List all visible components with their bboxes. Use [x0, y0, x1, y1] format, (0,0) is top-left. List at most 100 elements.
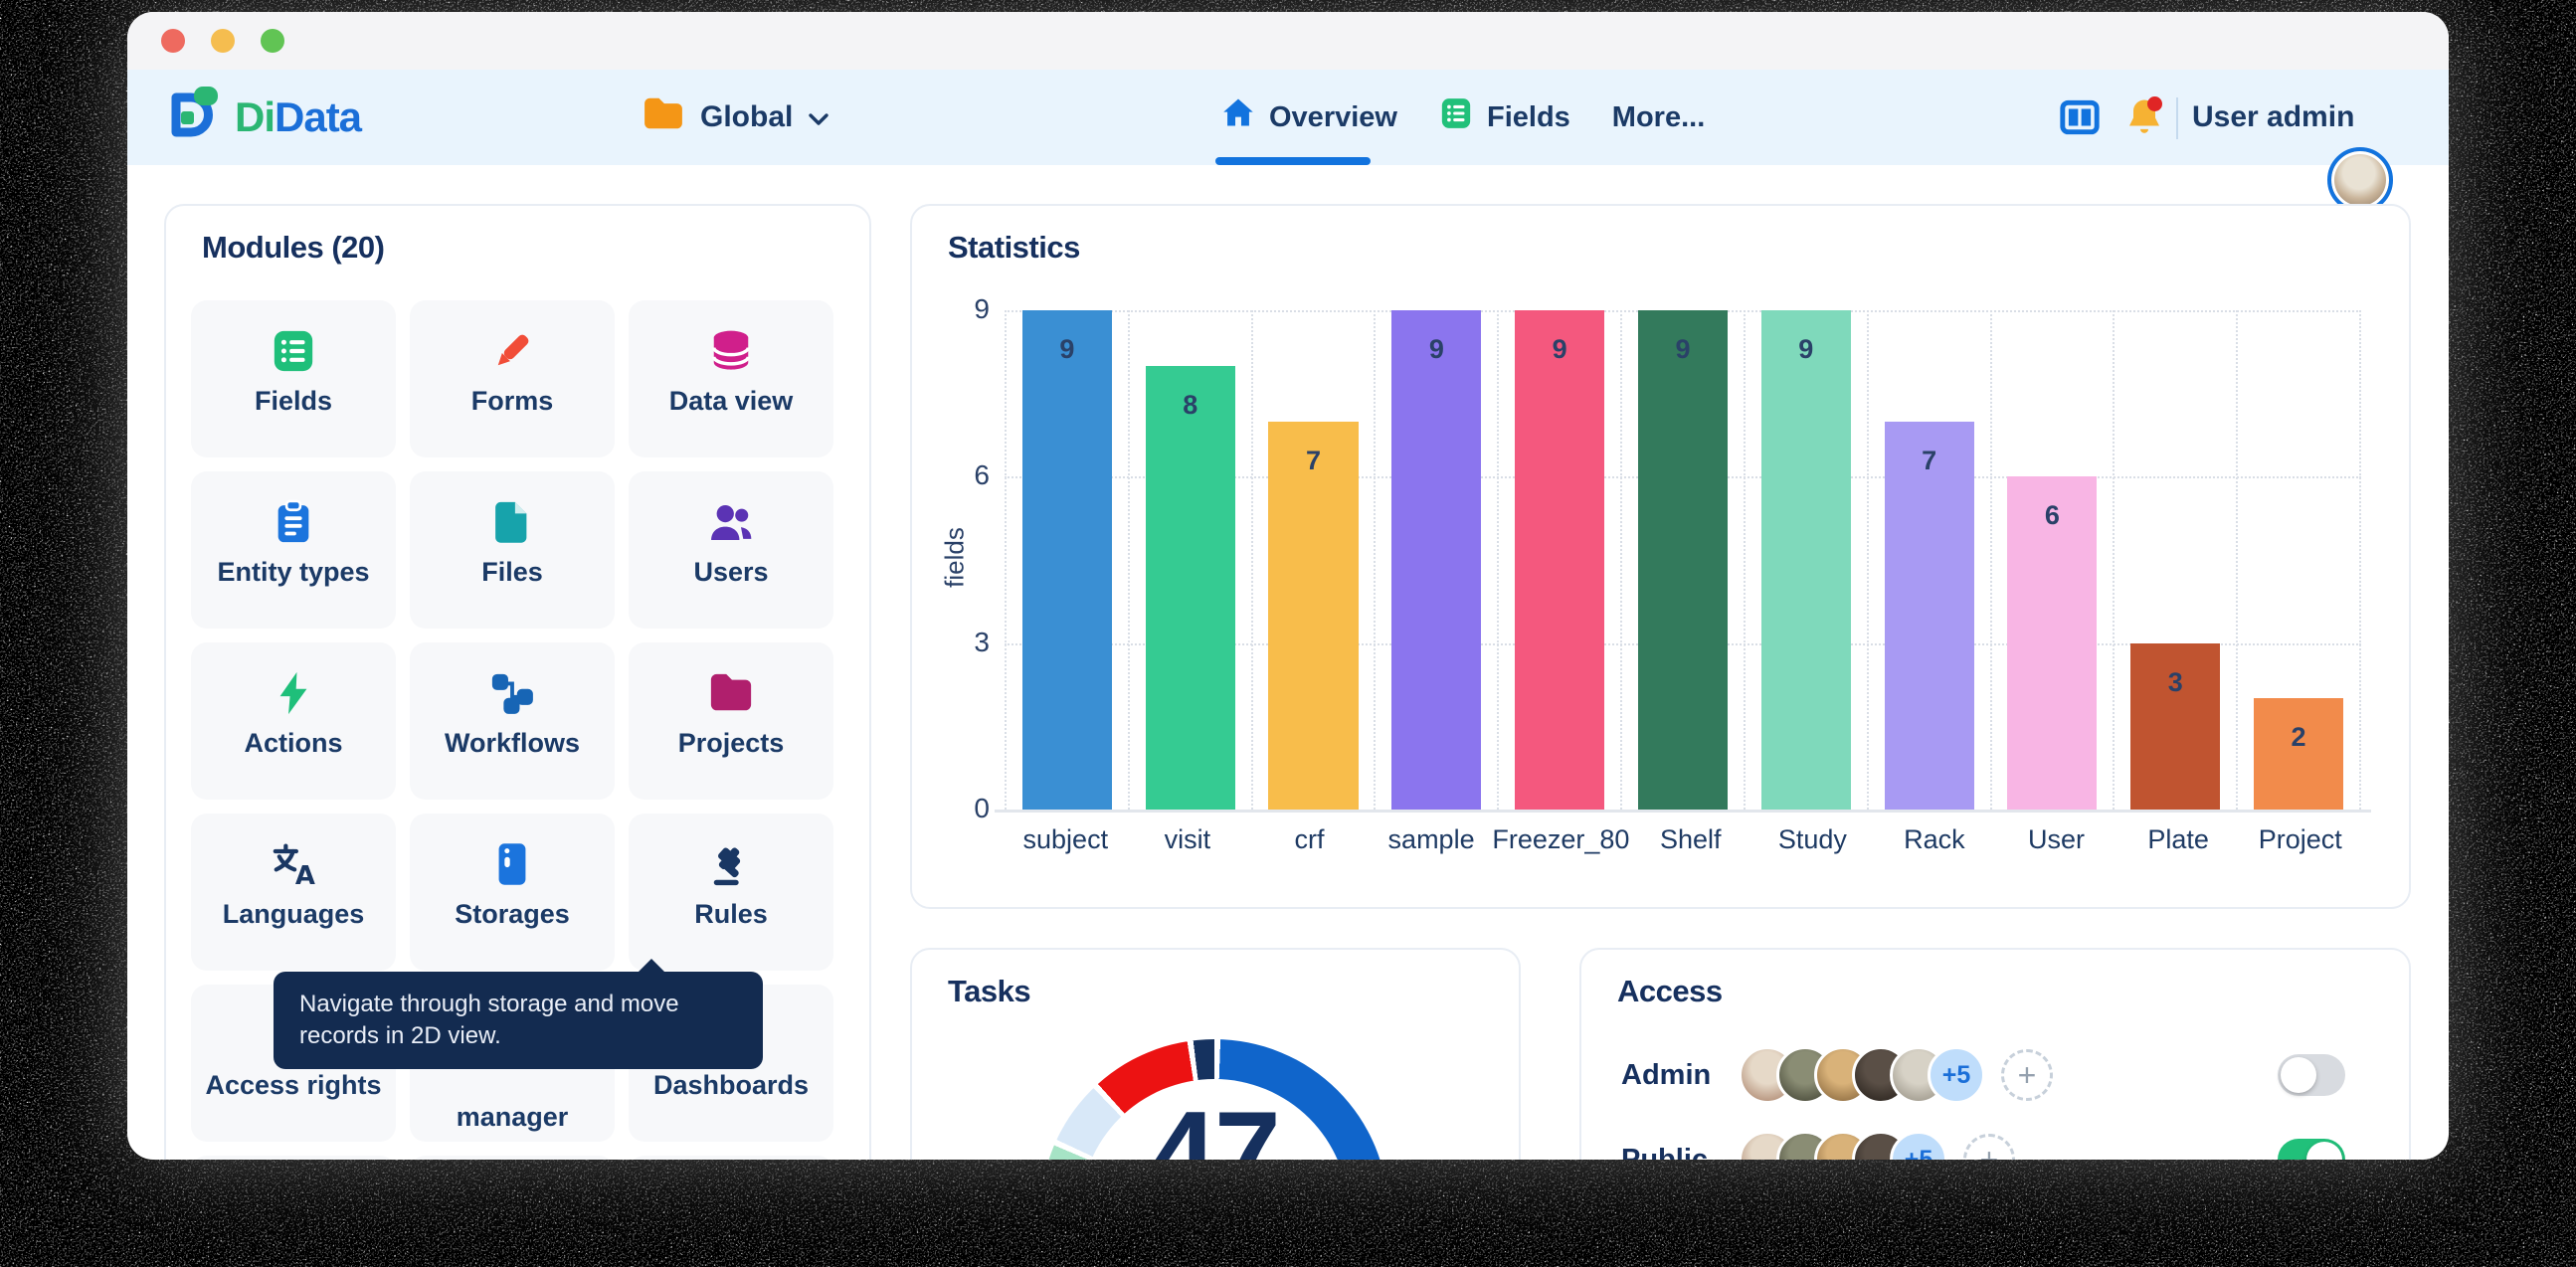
file-icon	[489, 497, 535, 547]
bar-project: 2	[2253, 698, 2344, 810]
module-card-fields[interactable]: Fields	[191, 300, 396, 457]
brand-logo: DiData	[161, 70, 362, 165]
access-row-label: Public	[1621, 1143, 1709, 1161]
bar-chart: 9 8 7 9 9 9 9 7 6 3 2	[1005, 310, 2361, 810]
module-card-workflows[interactable]: Workflows	[410, 642, 615, 800]
bar-value-label: 3	[2167, 666, 2183, 697]
list-icon	[271, 326, 316, 376]
access-row-admin: Admin +5 +	[1621, 1045, 2377, 1105]
tasks-gauge-value: 47	[1150, 1087, 1280, 1160]
database-icon	[708, 326, 754, 376]
bar-value-label: 9	[1059, 334, 1075, 364]
x-label-plate: Plate	[2147, 824, 2209, 854]
layout-columns-button[interactable]	[2060, 97, 2100, 137]
workflow-icon	[489, 668, 535, 718]
add-user-button[interactable]: +	[2001, 1049, 2053, 1101]
bar-shelf: 9	[1637, 310, 1729, 810]
access-row-label: Admin	[1621, 1058, 1712, 1091]
more-avatars-badge: +5	[1890, 1131, 1947, 1160]
x-label-visit: visit	[1164, 824, 1211, 854]
x-label-subject: subject	[1022, 824, 1109, 854]
didata-logo-icon	[161, 85, 223, 151]
workspace-selector[interactable]: Global	[642, 70, 829, 165]
module-label: Rules	[694, 899, 768, 929]
workspace-label: Global	[700, 100, 794, 133]
chart-column-sample: 9	[1374, 310, 1497, 810]
module-label: Users	[693, 557, 769, 587]
storage-icon	[489, 839, 535, 889]
module-card-languages[interactable]: A Languages	[191, 814, 396, 971]
modules-title: Modules (20)	[202, 230, 385, 265]
x-label-shelf: Shelf	[1659, 824, 1722, 854]
module-card-data-view[interactable]: Data view	[629, 300, 833, 457]
module-card-partially-visible[interactable]	[410, 1156, 615, 1160]
tab-overview[interactable]: Overview	[1221, 96, 1397, 138]
access-toggle-public[interactable]	[2278, 1139, 2345, 1160]
x-label-sample: sample	[1387, 824, 1475, 854]
module-card-entity-types[interactable]: Entity types	[191, 471, 396, 629]
module-card-projects[interactable]: Projects	[629, 642, 833, 800]
module-label: Fields	[254, 386, 333, 416]
module-label: Files	[481, 557, 543, 587]
chart-column-subject: 9	[1005, 310, 1128, 810]
module-card-rules[interactable]: Rules	[629, 814, 833, 971]
avatar-stack: +5	[1739, 1046, 1985, 1104]
x-label-rack: Rack	[1904, 824, 1965, 854]
pencil-icon	[489, 326, 535, 376]
list-icon	[1439, 96, 1473, 138]
access-toggle-admin[interactable]	[2278, 1054, 2345, 1096]
folder-icon	[642, 95, 685, 139]
maximize-button[interactable]	[261, 29, 284, 53]
chart-x-labels: subject visit crf sample Freezer_80 Shelf Stud…	[1005, 824, 2361, 855]
module-label: Forms	[470, 386, 554, 416]
statistics-title: Statistics	[948, 230, 1080, 265]
add-user-button[interactable]: +	[1963, 1134, 2015, 1160]
close-button[interactable]	[161, 29, 185, 53]
x-label-study: Study	[1777, 824, 1847, 854]
bar-sample: 9	[1391, 310, 1482, 810]
module-card-storages[interactable]: Storages	[410, 814, 615, 971]
access-row-public: Public +5 +	[1621, 1130, 2377, 1160]
avatar-stack: +5	[1739, 1131, 1947, 1160]
module-label: Projects	[677, 728, 785, 758]
module-label: Dashboards	[652, 1070, 810, 1100]
module-card-partially-visible[interactable]	[629, 1156, 833, 1160]
notification-dot	[2147, 96, 2162, 111]
chart-column-plate: 3	[2113, 310, 2236, 810]
user-name: User admin	[2192, 100, 2355, 133]
x-label-freezer_80: Freezer_80	[1492, 824, 1630, 854]
active-tab-underline	[1215, 157, 1371, 165]
bar-subject: 9	[1021, 310, 1112, 810]
chart-y-axis-label: fields	[939, 527, 970, 588]
bar-value-label: 9	[1798, 334, 1814, 364]
access-panel: Access Admin +5 + Public +5 +	[1579, 948, 2411, 1160]
toggle-knob	[2306, 1142, 2342, 1160]
module-card-users[interactable]: Users	[629, 471, 833, 629]
y-tick-3: 3	[974, 626, 990, 657]
module-card-files[interactable]: Files	[410, 471, 615, 629]
bar-value-label: 7	[1922, 445, 1937, 475]
bar-study: 9	[1760, 310, 1851, 810]
notifications-bell-button[interactable]	[2124, 96, 2164, 137]
brand-name: DiData	[235, 93, 362, 140]
bar-value-label: 7	[1306, 445, 1322, 475]
tab-fields[interactable]: Fields	[1439, 96, 1570, 138]
bar-rack: 7	[1884, 421, 1974, 810]
storages-tooltip: Navigate through storage and move record…	[274, 959, 763, 1069]
statistics-panel: Statistics fields 0 3 6 9 9 8 7 9 9 9 9 7 6 3 2 subje…	[910, 204, 2411, 909]
module-card-partially-visible[interactable]	[191, 1156, 396, 1160]
module-label: Actions	[244, 728, 343, 758]
chevron-down-icon	[808, 100, 829, 134]
module-label: Workflows	[444, 728, 580, 758]
app-window: DiData Global Overview Fields More...	[127, 12, 2449, 1160]
tasks-title: Tasks	[948, 974, 1031, 1008]
module-label: manager	[456, 1102, 569, 1132]
chart-column-freezer_80: 9	[1497, 310, 1620, 810]
module-card-forms[interactable]: Forms	[410, 300, 615, 457]
access-title: Access	[1617, 974, 1723, 1008]
module-card-actions[interactable]: Actions	[191, 642, 396, 800]
clipboard-icon	[271, 497, 316, 547]
nav-divider	[2176, 97, 2178, 139]
tab-more[interactable]: More...	[1612, 101, 1705, 134]
minimize-button[interactable]	[211, 29, 235, 53]
